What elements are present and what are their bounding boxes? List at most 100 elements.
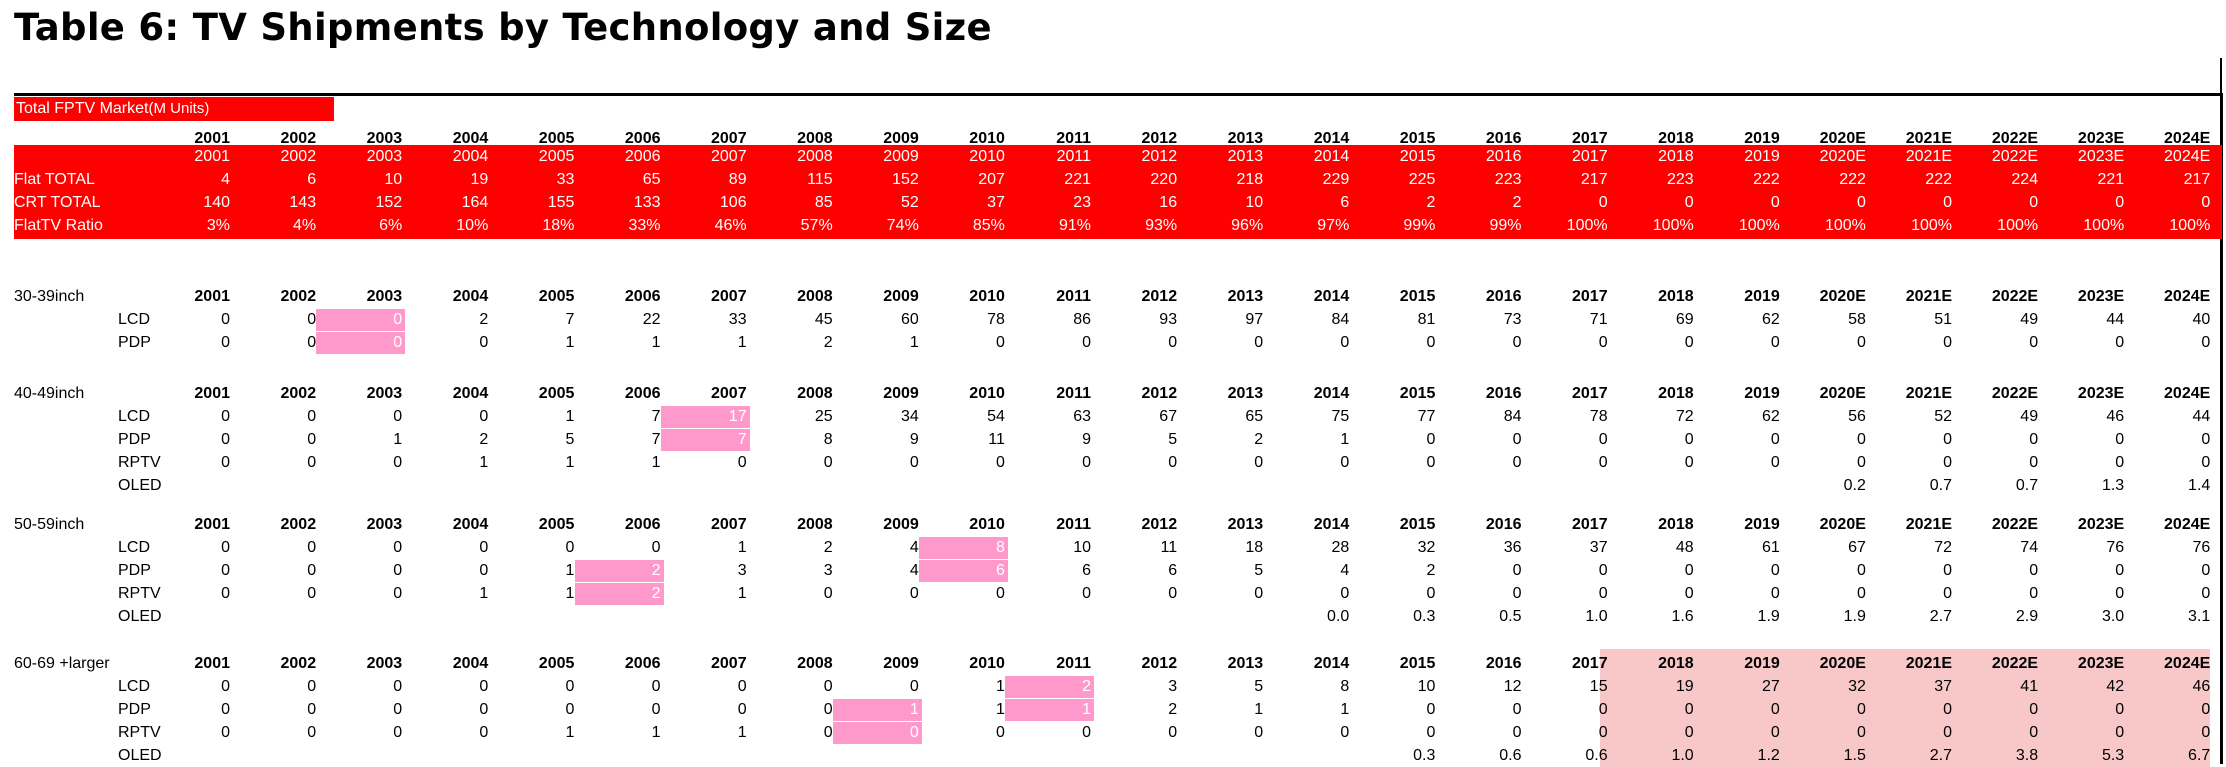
table-cell: 76 — [2106, 539, 2125, 556]
table-cell: 0 — [1943, 431, 1952, 448]
year-header: 2019 — [1744, 148, 1780, 165]
table-cell: 221 — [1064, 171, 1091, 188]
table-cell: 0 — [1943, 585, 1952, 602]
data-row: OLED 0.2 0.7 0.7 1.3 1.4 — [0, 475, 2226, 497]
year-header: 2009 — [883, 288, 919, 305]
year-header: 2011 — [1056, 655, 1091, 672]
year-header: 2012 — [1141, 288, 1178, 305]
table-cell: 69 — [1675, 311, 1694, 328]
table-cell: 0.0 — [1327, 608, 1350, 625]
tech-label: LCD — [118, 678, 151, 695]
year-header: 2017 — [1572, 288, 1608, 305]
table-cell: 0 — [1512, 585, 1522, 602]
year-header: 2004 — [452, 655, 489, 672]
table-cell: 0 — [565, 678, 575, 695]
table-cell: 0 — [1082, 585, 1091, 602]
table-cell — [316, 606, 402, 628]
table-cell: 0 — [1598, 585, 1608, 602]
table-cell — [316, 475, 402, 497]
table-cell: 0 — [393, 678, 403, 695]
table-cell: 0 — [221, 562, 230, 579]
table-cell: 9 — [909, 431, 919, 448]
table-cell: 217 — [2183, 171, 2211, 188]
year-header: 2015 — [1399, 148, 1436, 165]
table-cell: 1 — [651, 334, 661, 351]
table-cell: 0 — [1168, 585, 1178, 602]
table-cell: 0 — [1082, 724, 1091, 741]
table-cell — [230, 475, 316, 497]
year-header: 2004 — [452, 385, 489, 402]
table-cell: 222 — [1925, 171, 1952, 188]
year-header: 2022E — [1991, 385, 2039, 402]
data-row: LCD 0 0 0 0 1 7 17 25 34 54 63 67 65 75 77 84 78 72 62 56 52 4… — [0, 406, 2226, 428]
year-header: 2018 — [1658, 516, 1694, 533]
table-cell: 60 — [901, 311, 919, 328]
table-cell: 0 — [1856, 454, 1866, 471]
table-cell: 0 — [1512, 431, 1522, 448]
year-header: 2021E — [1905, 516, 1952, 533]
year-header: 2022E — [1991, 288, 2039, 305]
table-cell: 0 — [1856, 701, 1866, 718]
section-label: 50-59inch — [14, 516, 85, 533]
year-header: 2005 — [538, 655, 575, 672]
year-header: 2009 — [883, 148, 919, 165]
table-cell: 0 — [1254, 334, 1264, 351]
table-cell: 2.7 — [1929, 608, 1952, 625]
table-cell: 0.7 — [2015, 477, 2039, 494]
year-header: 2006 — [624, 655, 661, 672]
year-header: 2003 — [366, 385, 403, 402]
table-cell — [747, 745, 833, 767]
year-header: 2019 — [1744, 130, 1780, 147]
table-cell: 2 — [823, 334, 833, 351]
year-header: 2001 — [194, 148, 230, 165]
table-cell: 0 — [479, 701, 489, 718]
table-cell — [316, 745, 402, 767]
table-cell: 0 — [1684, 562, 1694, 579]
year-header: 2020E — [1819, 655, 1866, 672]
table-cell: 152 — [375, 194, 403, 211]
frame-edge — [2220, 58, 2222, 98]
year-header: 2004 — [452, 130, 489, 147]
year-header: 2010 — [969, 385, 1005, 402]
table-cell: 0 — [1598, 724, 1608, 741]
table-cell: 0 — [221, 408, 230, 425]
table-cell: 28 — [1331, 539, 1350, 556]
table-cell: 6 — [1168, 562, 1178, 579]
year-header: 2007 — [711, 130, 747, 147]
table-cell: 222 — [1839, 171, 1866, 188]
table-cell: 1.3 — [2101, 477, 2125, 494]
year-header: 2015 — [1399, 385, 1436, 402]
table-cell: 1 — [565, 334, 575, 351]
table-cell: 84 — [1503, 408, 1522, 425]
table-cell — [1005, 475, 1091, 497]
table-cell: 2 — [574, 560, 664, 582]
year-header: 2018 — [1658, 148, 1694, 165]
forecast-shade — [1599, 649, 2211, 767]
year-header: 2023E — [2077, 516, 2125, 533]
tech-label: LCD — [118, 408, 151, 425]
table-cell: 0 — [823, 724, 833, 741]
table-cell: 1 — [737, 539, 747, 556]
year-header: 2023E — [2077, 655, 2125, 672]
table-cell: 0 — [1512, 334, 1522, 351]
table-cell: 46% — [714, 217, 747, 234]
table-cell: 9 — [1082, 431, 1091, 448]
data-row: PDP 0 0 0 0 0 0 0 0 1 1 1 2 1 1 0 0 0 0 0 0 0 0 0 0 — [0, 699, 2226, 721]
year-header: 2012 — [1141, 148, 1178, 165]
table-cell — [575, 745, 661, 767]
table-cell: 100% — [1997, 217, 2039, 234]
table-cell: 1.0 — [1585, 608, 1608, 625]
table-cell: 4 — [1340, 562, 1350, 579]
table-cell: 0 — [1770, 334, 1780, 351]
year-header: 2021E — [1905, 148, 1952, 165]
year-header: 2001 — [194, 516, 230, 533]
table-cell: 2 — [1005, 676, 1094, 698]
table-cell: 0 — [1254, 724, 1264, 741]
section-label: 40-49inch — [14, 385, 85, 402]
data-row: LCD 0 0 0 0 0 0 1 2 4 8 10 11 18 28 32 36 37 48 61 67 72 74 76 7… — [0, 537, 2226, 559]
year-header: 2011 — [1056, 385, 1091, 402]
table-cell: 0 — [909, 678, 919, 695]
year-header: 2023E — [2077, 288, 2125, 305]
table-cell: 1 — [565, 454, 575, 471]
table-cell: 0 — [995, 454, 1005, 471]
